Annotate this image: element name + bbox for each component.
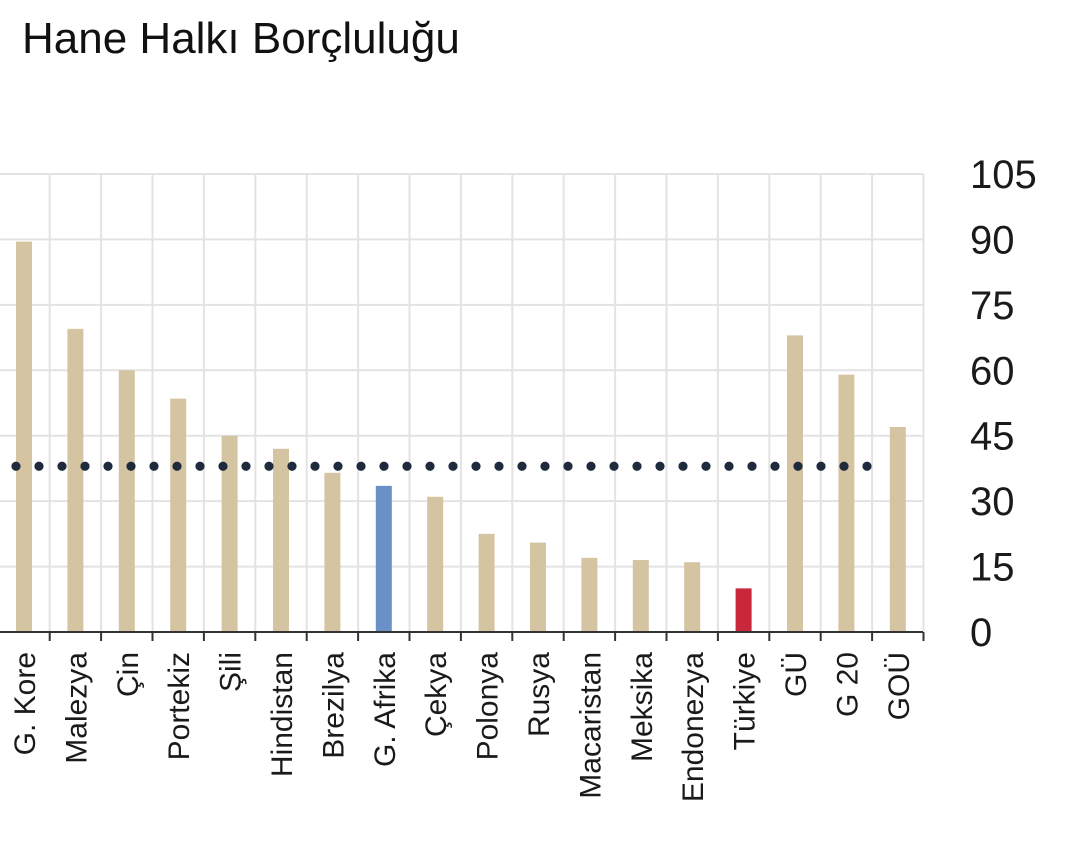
reference-dot [34, 461, 44, 471]
bar [581, 557, 598, 632]
y-tick-label: 90 [970, 218, 1015, 262]
chart-title: Hane Halkı Borçluluğu [22, 14, 460, 63]
x-tick-label: G 20 [831, 652, 864, 717]
reference-dot [218, 461, 228, 471]
gridlines [0, 173, 925, 632]
reference-dot [563, 461, 573, 471]
reference-dot [517, 461, 527, 471]
y-tick-label: 75 [970, 284, 1015, 328]
reference-dot [816, 461, 826, 471]
reference-dot [57, 461, 67, 471]
bar [427, 496, 444, 632]
y-tick-label: 15 [970, 546, 1015, 590]
bar [170, 398, 187, 632]
bar [67, 328, 84, 632]
x-tick-label: Malezya [60, 652, 93, 764]
bar [684, 562, 701, 632]
reference-dot [11, 461, 21, 471]
reference-dot [195, 461, 205, 471]
x-tick-label: G. Afrika [369, 652, 402, 767]
y-tick-label: 0 [970, 611, 992, 655]
y-tick-label: 30 [970, 480, 1015, 524]
reference-dot [126, 461, 136, 471]
bar [16, 241, 32, 632]
x-tick-label: Macaristan [574, 652, 607, 799]
bar [324, 472, 341, 632]
reference-dot [471, 461, 481, 471]
reference-dot [770, 461, 780, 471]
reference-dot [425, 461, 435, 471]
reference-dot [356, 461, 366, 471]
reference-dot [379, 461, 389, 471]
reference-dot [402, 461, 412, 471]
reference-dot [80, 461, 90, 471]
reference-dot [747, 461, 757, 471]
bar [735, 588, 752, 632]
y-tick-label: 45 [970, 415, 1015, 459]
reference-dot [448, 461, 458, 471]
bar [221, 435, 238, 632]
reference-dot [149, 461, 159, 471]
reference-dot [310, 461, 320, 471]
x-tick-label: Brezilya [317, 652, 350, 759]
x-tick-label: GÜ [780, 652, 813, 697]
x-tick-label: Rusya [523, 652, 556, 737]
x-tick-label: Endonezya [677, 652, 710, 802]
x-tick-label: Hindistan [266, 652, 299, 777]
reference-dot [839, 461, 849, 471]
x-tick-label: Şili [215, 652, 248, 692]
x-tick-label: Çin [112, 652, 145, 697]
reference-dot [632, 461, 642, 471]
y-axis-labels: 0 15 30 45 60 75 90 105 [970, 153, 1037, 655]
reference-line [11, 461, 872, 471]
bar [787, 335, 803, 632]
bar [889, 426, 906, 632]
y-tick-label: 105 [970, 153, 1037, 197]
bar [530, 542, 546, 632]
reference-dot [241, 461, 251, 471]
x-axis [0, 631, 925, 641]
bar [632, 560, 649, 632]
reference-dot [655, 461, 665, 471]
x-tick-label: Türkiye [729, 652, 762, 750]
reference-dot [586, 461, 596, 471]
bar [273, 448, 289, 632]
reference-dot [103, 461, 113, 471]
reference-dot [264, 461, 274, 471]
x-tick-label: GOÜ [883, 652, 916, 720]
reference-dot [724, 461, 734, 471]
reference-dot [494, 461, 504, 471]
reference-dot [609, 461, 619, 471]
x-tick-label: Polonya [472, 652, 505, 761]
reference-dot [540, 461, 550, 471]
reference-dot [793, 461, 803, 471]
reference-dot [333, 461, 343, 471]
reference-dot [862, 461, 872, 471]
bar [478, 533, 495, 632]
bar [118, 370, 135, 632]
bar [375, 485, 392, 632]
reference-dot [701, 461, 711, 471]
x-axis-labels: G. Kore Malezya Çin Portekiz Şili Hindistan Br… [9, 652, 916, 802]
reference-dot [172, 461, 182, 471]
bar [838, 374, 855, 632]
y-tick-label: 60 [970, 349, 1015, 393]
bars [16, 241, 906, 632]
x-tick-label: Meksika [626, 652, 659, 762]
reference-dot [678, 461, 688, 471]
x-tick-label: Portekiz [163, 652, 196, 760]
reference-dot [287, 461, 297, 471]
x-tick-label: G. Kore [9, 652, 42, 755]
x-tick-label: Çekya [420, 652, 453, 737]
